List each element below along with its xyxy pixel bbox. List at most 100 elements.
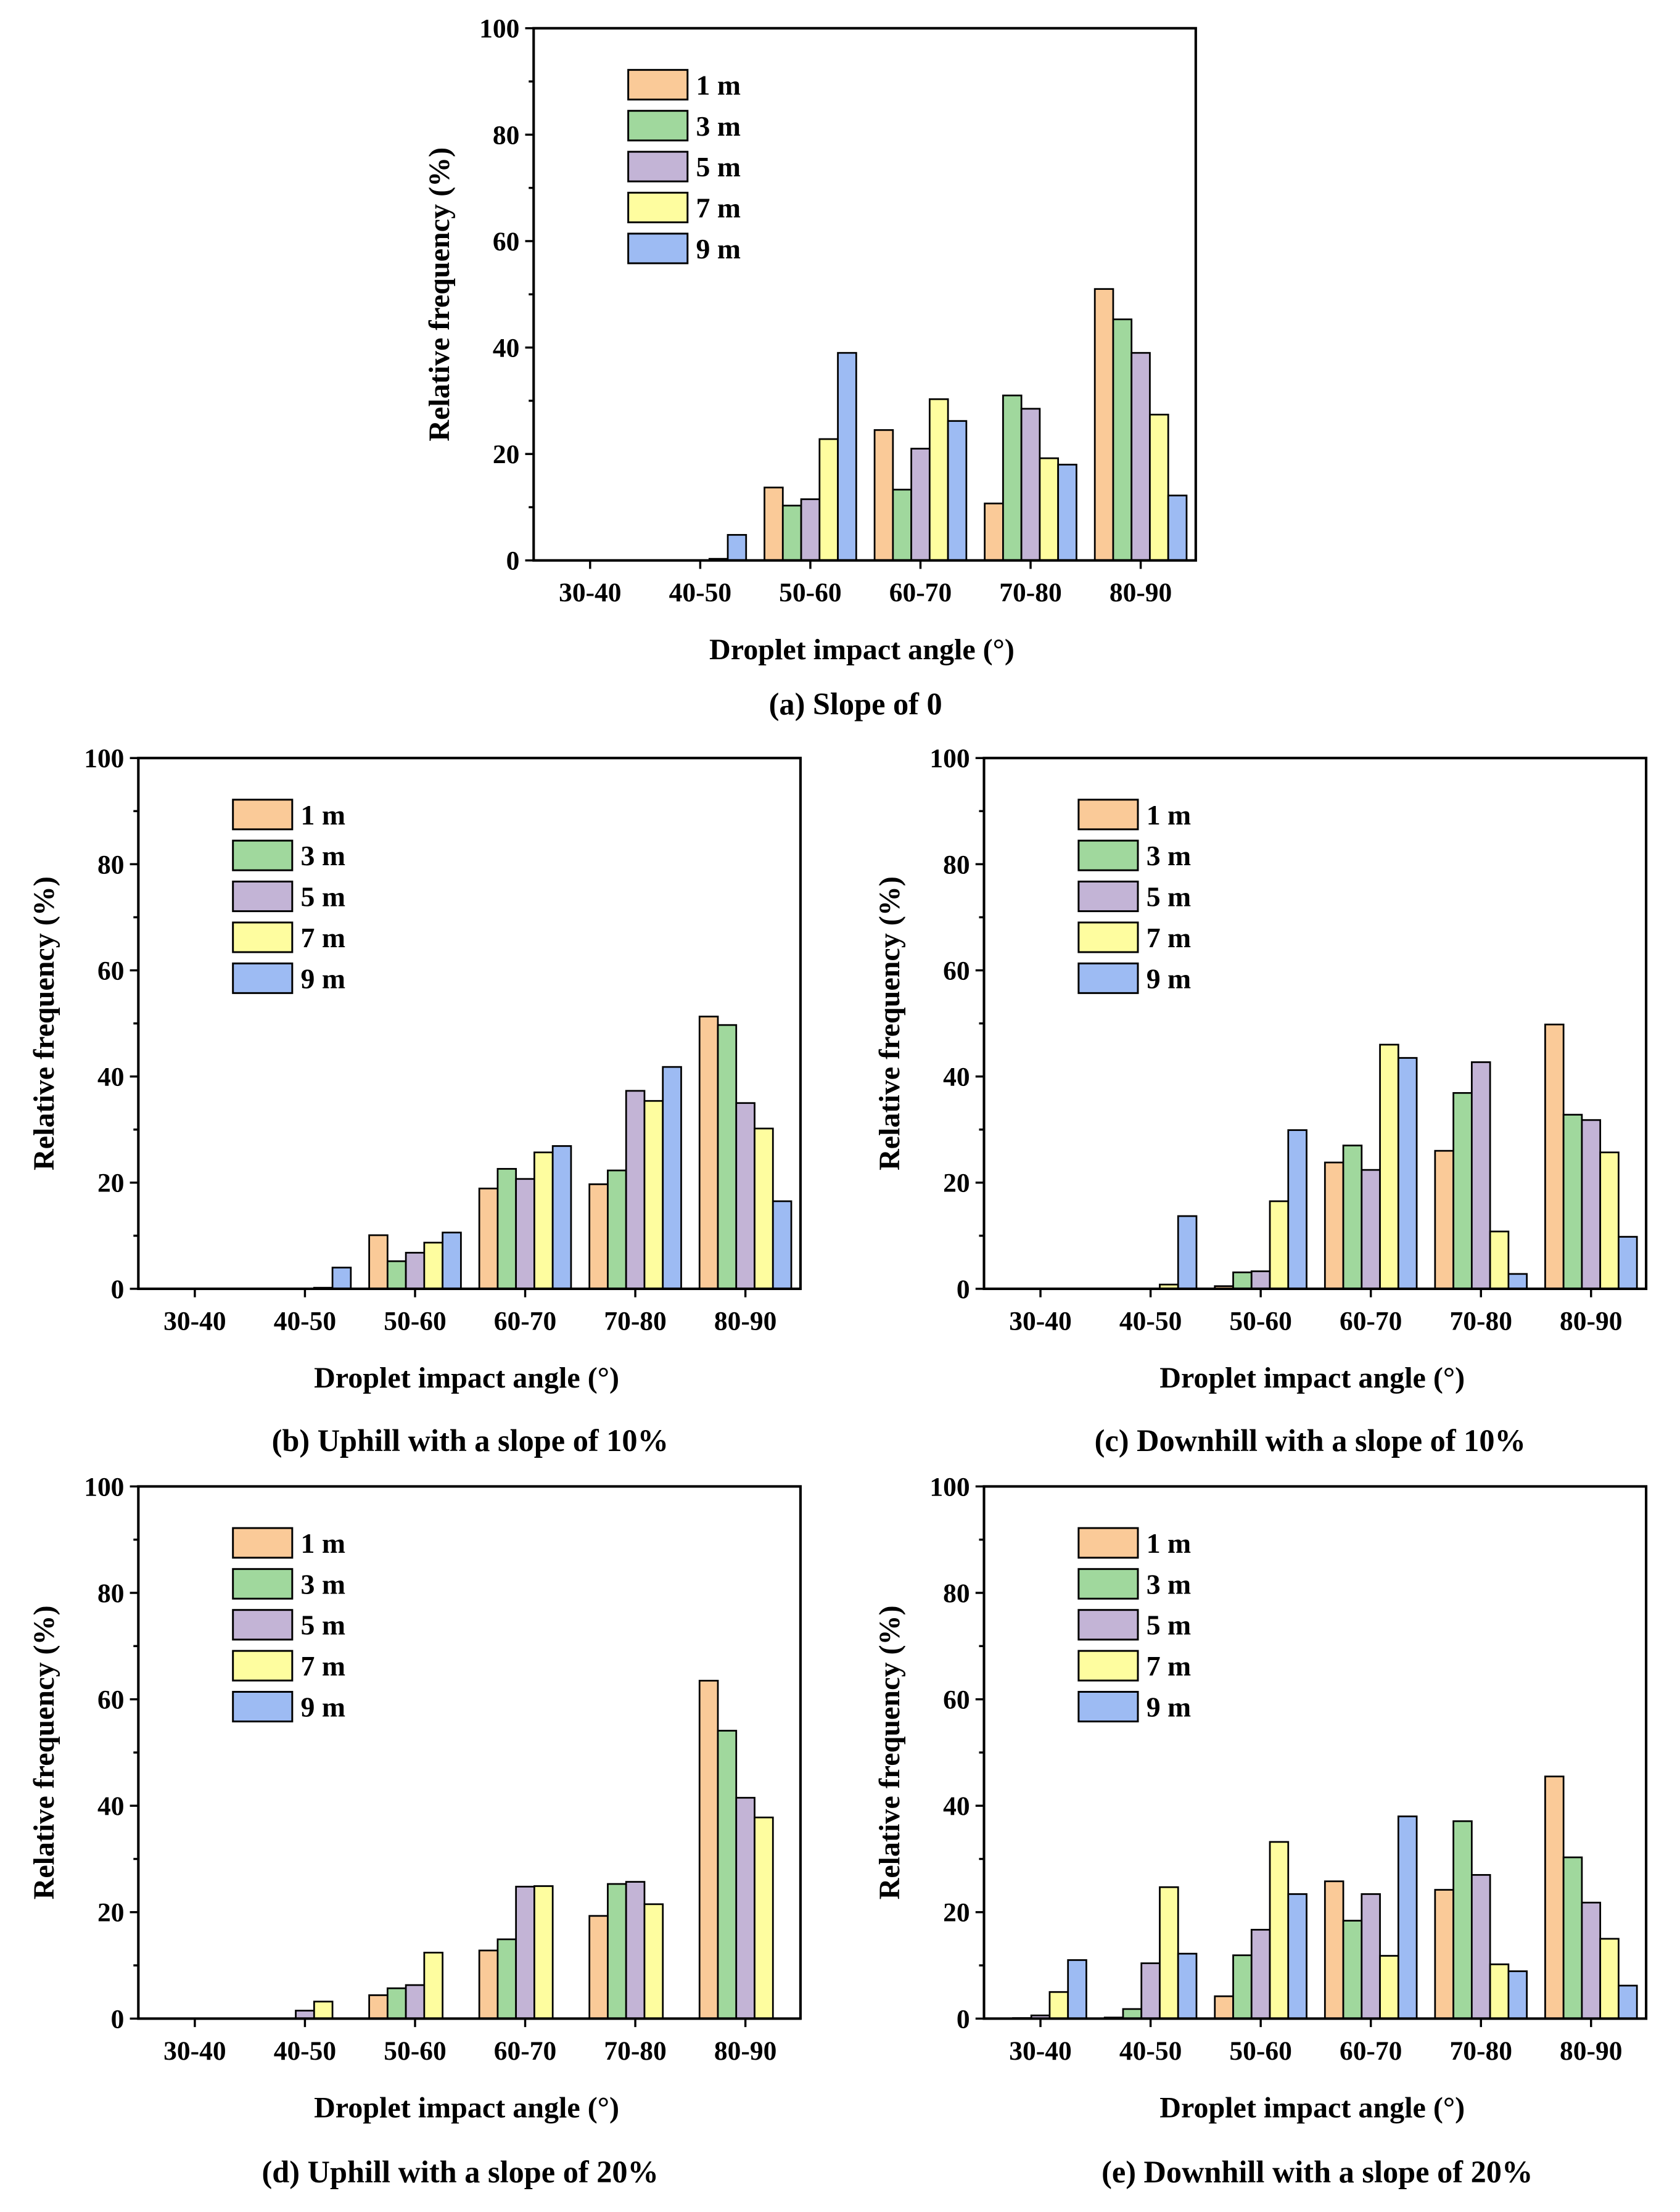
legend-swatch-5m bbox=[627, 150, 689, 183]
x-tick-label: 50-60 bbox=[1229, 1306, 1291, 1336]
bar-1m-50-60 bbox=[764, 487, 784, 562]
legend-swatch-3m bbox=[1077, 1568, 1139, 1600]
y-tick-label: 60 bbox=[97, 1685, 124, 1714]
y-tick-label: 0 bbox=[957, 1275, 970, 1304]
chart-caption: (a) Slope of 0 bbox=[769, 686, 942, 721]
bar-7m-70-80 bbox=[1489, 1963, 1510, 2020]
bar-9m-50-60 bbox=[1287, 1893, 1307, 2020]
bar-3m-70-80 bbox=[1452, 1092, 1473, 1290]
bar-7m-40-50 bbox=[313, 2000, 334, 2020]
y-tick-label: 80 bbox=[97, 850, 124, 879]
legend-label: 5 m bbox=[1147, 881, 1191, 913]
bar-7m-80-90 bbox=[1599, 1938, 1620, 2020]
x-tick-label: 70-80 bbox=[1450, 1306, 1512, 1336]
y-tick-label: 20 bbox=[943, 1898, 970, 1928]
legend-swatch-5m bbox=[232, 1609, 294, 1641]
bar-1m-70-80 bbox=[588, 1915, 609, 2020]
bar-3m-60-70 bbox=[496, 1938, 517, 2020]
x-tick-label: 80-90 bbox=[1110, 578, 1172, 607]
bar-7m-60-70 bbox=[928, 398, 949, 562]
bar-9m-30-40 bbox=[1067, 1959, 1087, 2020]
x-tick-label: 80-90 bbox=[714, 2036, 776, 2066]
bar-7m-60-70 bbox=[533, 1885, 554, 2020]
x-tick-label: 80-90 bbox=[1560, 2036, 1622, 2066]
bar-1m-60-70 bbox=[478, 1187, 499, 1290]
bar-7m-50-60 bbox=[1269, 1841, 1290, 2020]
legend-label: 9 m bbox=[301, 963, 345, 994]
bar-7m-60-70 bbox=[533, 1151, 554, 1290]
bar-9m-60-70 bbox=[1397, 1057, 1418, 1290]
bar-5m-80-90 bbox=[1581, 1901, 1602, 2020]
bar-1m-70-80 bbox=[984, 503, 1004, 562]
bar-5m-60-70 bbox=[1361, 1169, 1381, 1290]
bar-7m-80-90 bbox=[754, 1816, 774, 2020]
x-tick-label: 50-60 bbox=[779, 578, 841, 607]
y-tick-label: 100 bbox=[479, 14, 519, 44]
legend-label: 5 m bbox=[301, 881, 345, 913]
bar-3m-80-90 bbox=[1112, 318, 1133, 562]
bar-9m-80-90 bbox=[1167, 495, 1188, 562]
bar-1m-80-90 bbox=[1544, 1775, 1565, 2020]
x-axis-title: Droplet impact angle (°) bbox=[1159, 2092, 1465, 2124]
bar-3m-50-60 bbox=[386, 1260, 407, 1290]
x-axis-title: Droplet impact angle (°) bbox=[709, 633, 1015, 666]
bar-7m-50-60 bbox=[1269, 1200, 1290, 1290]
chart-e: 0 20 40 60 80 100 30-40 40-50 50-60 60-70 70-80 80-… bbox=[873, 1472, 1648, 2189]
bar-1m-50-60 bbox=[368, 1234, 389, 1290]
x-tick-label: 40-50 bbox=[669, 578, 731, 607]
bar-1m-80-90 bbox=[698, 1016, 719, 1290]
legend-label: 3 m bbox=[301, 1568, 345, 1600]
bar-9m-80-90 bbox=[1618, 1984, 1638, 2020]
legend-swatch-1m bbox=[232, 1527, 294, 1559]
legend-swatch-3m bbox=[232, 839, 294, 871]
bar-5m-70-80 bbox=[1020, 408, 1041, 562]
bar-7m-60-70 bbox=[1379, 1955, 1399, 2020]
bar-3m-80-90 bbox=[717, 1730, 738, 2020]
bar-5m-80-90 bbox=[1130, 352, 1151, 562]
bar-5m-70-80 bbox=[1470, 1061, 1491, 1290]
legend-label: 3 m bbox=[1147, 1568, 1191, 1600]
legend-label: 1 m bbox=[1147, 799, 1191, 831]
legend-swatch-1m bbox=[232, 799, 294, 831]
bar-3m-70-80 bbox=[607, 1883, 627, 2020]
bar-9m-80-90 bbox=[772, 1200, 793, 1290]
y-tick-label: 0 bbox=[111, 2004, 125, 2034]
bar-9m-60-70 bbox=[551, 1145, 572, 1290]
chart-b: 0 20 40 60 80 100 30-40 40-50 50-60 60-70 70-80 80-… bbox=[28, 744, 802, 1458]
x-tick-label: 30-40 bbox=[163, 2036, 226, 2066]
bar-5m-60-70 bbox=[910, 448, 931, 562]
legend-label: 9 m bbox=[1147, 1692, 1191, 1723]
bar-7m-50-60 bbox=[423, 1952, 443, 2020]
x-tick-label: 40-50 bbox=[274, 2036, 336, 2066]
bar-3m-60-70 bbox=[496, 1168, 517, 1290]
bar-3m-50-60 bbox=[386, 1987, 407, 2020]
legend-label: 7 m bbox=[1147, 1650, 1191, 1682]
bar-3m-50-60 bbox=[1232, 1271, 1253, 1290]
x-tick-label: 40-50 bbox=[1119, 2036, 1182, 2066]
legend-swatch-7m bbox=[1077, 921, 1139, 953]
x-tick-label: 30-40 bbox=[1009, 1306, 1071, 1336]
chart-caption: (e) Downhill with a slope of 20% bbox=[1101, 2155, 1533, 2189]
bar-7m-70-80 bbox=[643, 1903, 664, 2020]
legend-label: 9 m bbox=[1147, 963, 1191, 994]
bar-5m-50-60 bbox=[405, 1252, 426, 1290]
x-tick-label: 50-60 bbox=[1229, 2036, 1291, 2066]
legend-swatch-7m bbox=[1077, 1650, 1139, 1682]
y-axis-title: Relative frequency (%) bbox=[873, 1605, 906, 1899]
bar-9m-70-80 bbox=[1507, 1970, 1528, 2020]
bar-9m-60-70 bbox=[947, 420, 968, 562]
bar-5m-80-90 bbox=[735, 1102, 756, 1290]
y-tick-label: 20 bbox=[943, 1169, 970, 1198]
x-axis-title: Droplet impact angle (°) bbox=[314, 2092, 619, 2124]
legend-label: 3 m bbox=[696, 110, 741, 142]
bar-1m-70-80 bbox=[1434, 1889, 1454, 2020]
bar-9m-50-60 bbox=[1287, 1129, 1307, 1290]
legend-label: 1 m bbox=[1147, 1527, 1191, 1559]
x-tick-label: 40-50 bbox=[1119, 1306, 1182, 1336]
x-tick-label: 60-70 bbox=[889, 578, 952, 607]
bar-3m-60-70 bbox=[1342, 1920, 1363, 2020]
chart-a: 0 20 40 60 80 100 30-40 40-50 50-60 60-70 70-80 80-… bbox=[423, 14, 1197, 721]
bar-7m-80-90 bbox=[1599, 1151, 1620, 1290]
bar-5m-80-90 bbox=[1581, 1119, 1602, 1290]
y-tick-label: 20 bbox=[97, 1169, 124, 1198]
